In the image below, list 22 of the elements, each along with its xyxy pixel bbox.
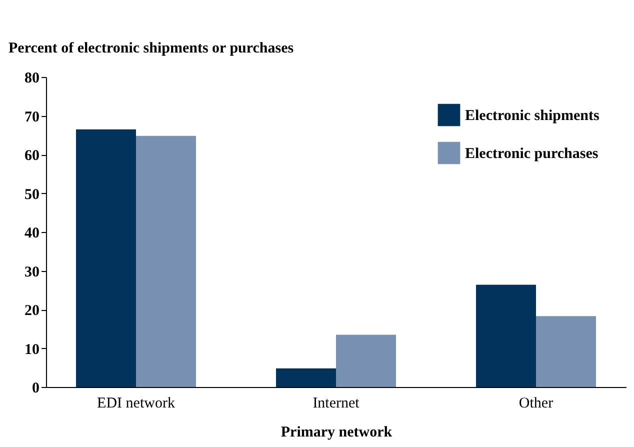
bar	[336, 334, 396, 387]
y-tick-label: 0	[32, 380, 40, 396]
y-tick-label: 20	[24, 303, 40, 319]
legend-label: Electronic purchases	[465, 146, 598, 162]
y-tick-label: 40	[24, 226, 40, 242]
x-tick-label: EDI network	[97, 396, 176, 412]
legend-label: Electronic shipments	[465, 108, 600, 124]
y-axis-title: Percent of electronic shipments or purchases	[8, 40, 294, 56]
y-tick-label: 80	[24, 70, 40, 86]
y-tick-label: 50	[24, 186, 40, 203]
bar	[276, 368, 336, 387]
y-tick-label: 70	[24, 109, 40, 126]
bar	[536, 316, 596, 387]
x-axis-title: Primary network	[280, 424, 393, 440]
bar	[76, 129, 136, 387]
y-tick-label: 30	[24, 264, 40, 280]
x-tick-label: Other	[518, 396, 554, 412]
y-tick-label: 10	[24, 342, 40, 358]
bar	[476, 284, 536, 387]
x-tick-label: Internet	[312, 396, 360, 412]
bar	[136, 136, 196, 387]
y-tick-label: 60	[24, 148, 40, 164]
